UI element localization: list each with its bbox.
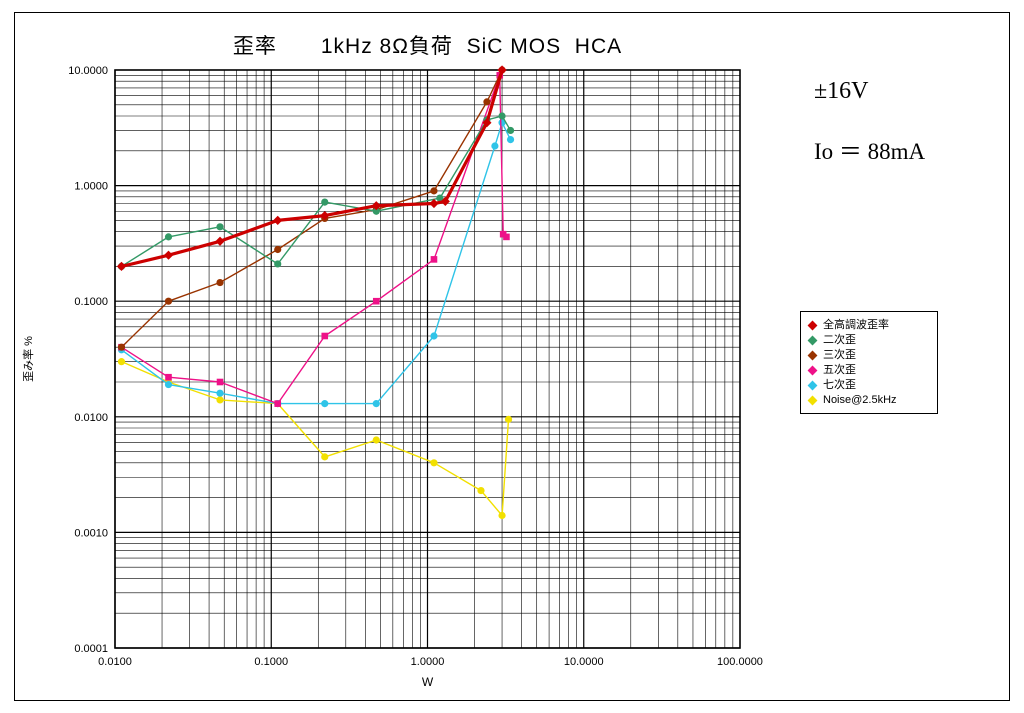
- data-point-marker: [117, 343, 126, 351]
- data-point-marker: [274, 245, 282, 254]
- y-tick-label: 0.0100: [74, 412, 108, 424]
- legend-label: Noise@2.5kHz: [823, 394, 897, 406]
- y-tick-label: 0.1000: [74, 296, 108, 308]
- data-point-marker: [430, 187, 438, 195]
- legend-marker-icon: [807, 380, 818, 390]
- legend-item: Noise@2.5kHz: [807, 394, 929, 406]
- y-tick-label: 10.0000: [68, 65, 108, 77]
- legend-marker-icon: [807, 365, 818, 375]
- series-line: [119, 68, 504, 268]
- data-point-marker: [274, 400, 282, 407]
- legend-marker-icon: [807, 395, 818, 405]
- legend-item: 七次歪: [807, 379, 929, 391]
- series-line: [120, 115, 512, 268]
- series-line: [120, 121, 512, 405]
- data-point-marker: [504, 415, 513, 423]
- legend-marker-icon: [807, 350, 818, 360]
- y-tick-label: 1.0000: [74, 181, 108, 193]
- data-point-marker: [506, 135, 515, 144]
- data-point-marker: [372, 400, 380, 408]
- data-point-marker: [436, 194, 444, 202]
- data-point-marker: [498, 511, 506, 520]
- data-point-marker: [430, 459, 438, 467]
- legend-label: 七次歪: [823, 379, 856, 391]
- y-axis-title: 歪み率 %: [21, 336, 35, 382]
- data-point-marker: [491, 142, 499, 150]
- legend-marker-icon: [807, 335, 818, 345]
- legend-item: 全高調波歪率: [807, 319, 929, 331]
- data-point-marker: [164, 233, 173, 241]
- series-line: [120, 74, 508, 405]
- data-point-marker: [163, 250, 174, 260]
- x-tick-label: 1.0000: [411, 656, 445, 668]
- plot-border: [114, 69, 741, 649]
- bias-current-annotation: Io ＝ 88mA: [814, 139, 926, 164]
- legend-label: 五次歪: [823, 364, 856, 376]
- data-point-marker: [477, 486, 485, 495]
- data-point-marker: [273, 215, 283, 225]
- data-point-marker: [321, 453, 329, 461]
- x-axis-title: W: [422, 675, 434, 689]
- chart-title: 歪率 1kHz 8Ω負荷 SiC MOS HCA: [232, 35, 623, 58]
- data-point-marker: [430, 256, 438, 263]
- legend: 全高調波歪率 二次歪三次歪五次歪七次歪 Noise@2.5kHz: [800, 311, 938, 414]
- series-line: [120, 69, 503, 348]
- legend-marker-icon: [807, 320, 818, 330]
- data-point-marker: [274, 260, 282, 268]
- y-tick-label: 0.0010: [74, 527, 108, 539]
- data-point-marker: [483, 98, 491, 106]
- data-point-marker: [320, 211, 330, 221]
- x-tick-label: 10.0000: [564, 656, 604, 668]
- data-point-marker: [372, 297, 380, 305]
- data-point-marker: [164, 297, 173, 305]
- page-border: [14, 12, 1010, 701]
- data-point-marker: [482, 118, 492, 128]
- data-point-marker: [503, 233, 510, 241]
- legend-item: 五次歪: [807, 364, 929, 376]
- data-point-marker: [216, 396, 224, 404]
- data-point-marker: [165, 373, 172, 381]
- data-point-marker: [498, 112, 506, 120]
- legend-item: 三次歪: [807, 349, 929, 361]
- data-point-marker: [497, 65, 507, 75]
- data-point-marker: [321, 198, 329, 206]
- legend-label: 二次歪: [823, 334, 856, 346]
- x-tick-label: 0.1000: [254, 656, 288, 668]
- data-point-marker: [372, 436, 380, 444]
- data-point-marker: [116, 261, 127, 272]
- data-point-marker: [371, 201, 381, 211]
- data-point-marker: [164, 380, 173, 389]
- data-point-marker: [216, 278, 224, 287]
- legend-label: 全高調波歪率: [823, 319, 889, 331]
- data-point-marker: [440, 196, 450, 206]
- data-point-marker: [321, 400, 329, 408]
- data-point-marker: [321, 332, 329, 340]
- data-point-marker: [506, 126, 515, 135]
- y-tick-label: 0.0001: [74, 643, 108, 655]
- legend-label: 三次歪: [823, 349, 856, 361]
- data-point-marker: [372, 207, 380, 215]
- data-point-marker: [216, 389, 224, 397]
- legend-item: 二次歪: [807, 334, 929, 346]
- data-point-marker: [216, 378, 224, 386]
- x-tick-label: 100.0000: [717, 656, 763, 668]
- data-point-marker: [215, 236, 225, 246]
- supply-voltage-annotation: ±16V: [814, 78, 869, 104]
- data-point-marker: [429, 198, 439, 209]
- x-tick-label: 0.0100: [98, 656, 132, 668]
- data-point-marker: [430, 332, 438, 340]
- series-line: [120, 360, 510, 517]
- data-point-marker: [117, 358, 126, 366]
- data-point-marker: [216, 223, 224, 231]
